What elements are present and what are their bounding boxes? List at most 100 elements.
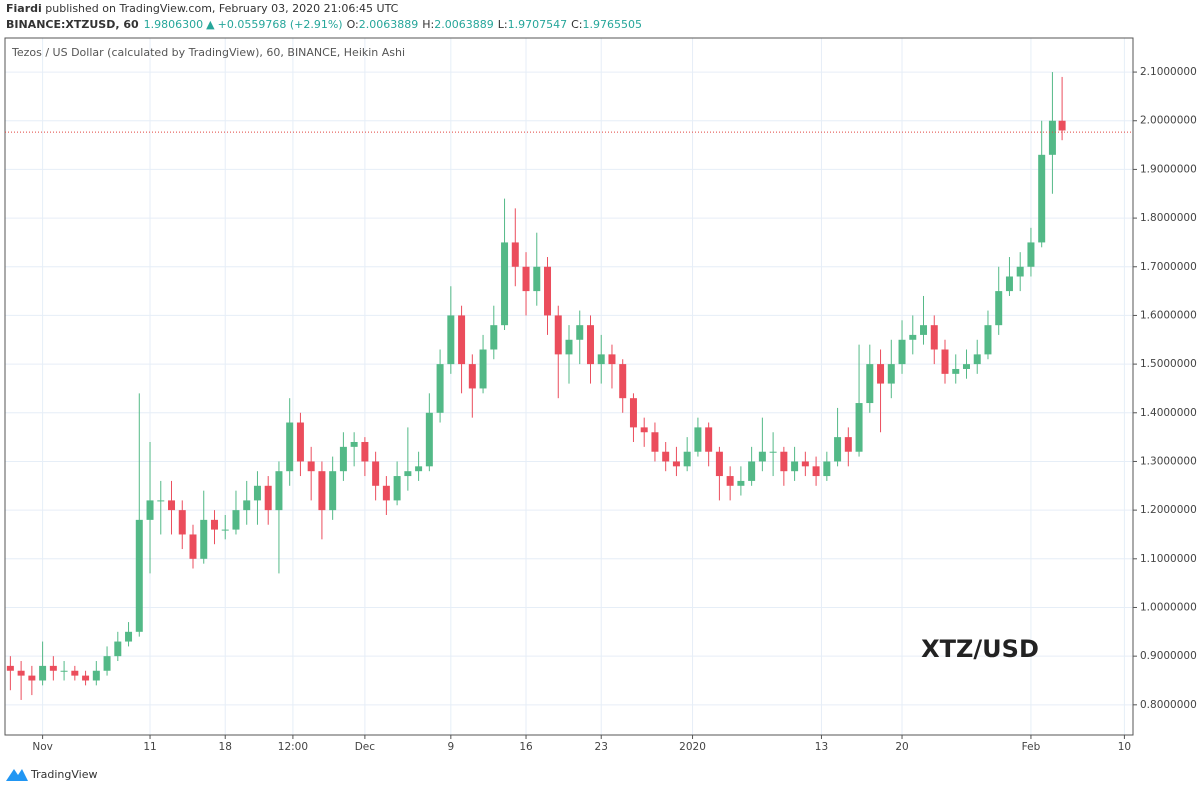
x-tick-label: 23	[595, 741, 608, 753]
candle-body	[425, 412, 433, 467]
candle-body	[350, 441, 358, 447]
y-tick-label: 1.1000000	[1140, 553, 1197, 565]
arrow: ▲	[206, 18, 215, 31]
y-tick-label: 1.2000000	[1140, 504, 1197, 516]
candle-body	[92, 670, 100, 681]
h-value: 2.0063889	[434, 18, 494, 31]
x-tick-label: 20	[895, 741, 908, 753]
y-tick-label: 1.6000000	[1140, 309, 1197, 321]
candle-body	[705, 427, 713, 452]
candle-body	[619, 364, 627, 399]
candle-body	[1005, 276, 1013, 292]
candle-body	[554, 315, 562, 355]
candle-body	[576, 325, 584, 340]
y-tick-label: 1.9000000	[1140, 163, 1197, 175]
x-tick-label: 16	[519, 741, 533, 753]
candle-body	[71, 670, 79, 676]
brand[interactable]: TradingView	[30, 768, 97, 781]
plot-frame	[4, 37, 1134, 736]
x-tick-label: Dec	[355, 741, 376, 753]
candle-body	[436, 364, 444, 413]
candle-body	[511, 242, 519, 267]
candle-body	[909, 334, 917, 340]
candle-body	[855, 403, 863, 452]
candle-body	[146, 500, 154, 520]
y-tick-label: 1.8000000	[1140, 212, 1197, 224]
candle-body	[651, 432, 659, 452]
candle-body	[82, 675, 90, 681]
candle-body	[253, 485, 261, 501]
candle-body	[533, 266, 541, 292]
candle-body	[597, 354, 605, 365]
x-tick-label: 10	[1118, 741, 1131, 753]
candle-body	[866, 364, 874, 404]
y-tick-label: 2.0000000	[1140, 115, 1197, 127]
candle-body	[296, 422, 304, 462]
candle-body	[662, 451, 670, 462]
candle-body	[49, 665, 57, 671]
candle-body	[447, 315, 455, 365]
candle-body	[737, 480, 745, 486]
candle-body	[318, 471, 326, 511]
candle-body	[6, 665, 14, 671]
candle-body	[28, 675, 36, 681]
candle-body	[898, 339, 906, 365]
candle-body	[393, 476, 401, 501]
candle-body	[275, 471, 283, 511]
x-tick-label: 11	[143, 741, 156, 753]
candle-body	[672, 461, 680, 467]
change: +0.0559768 (+2.91%)	[218, 18, 343, 31]
candle-body	[329, 471, 337, 511]
candle-body	[415, 466, 423, 472]
y-tick-label: 1.7000000	[1140, 261, 1197, 273]
candle-body	[780, 451, 788, 472]
publish-line: Fiardi published on TradingView.com, Feb…	[6, 2, 399, 15]
candle-body	[103, 656, 111, 671]
candle-body	[565, 339, 573, 355]
o-value: 2.0063889	[359, 18, 419, 31]
candle-body	[748, 461, 756, 481]
candle-body	[210, 519, 218, 530]
candle-body	[286, 422, 294, 472]
x-tick-label: 13	[815, 741, 828, 753]
candle-body	[221, 529, 229, 531]
candle-body	[823, 461, 831, 477]
candle-body	[361, 441, 369, 462]
candle-body	[769, 451, 777, 453]
x-tick-label: Nov	[32, 741, 53, 753]
x-tick-label: 18	[219, 741, 232, 753]
candle-body	[404, 471, 412, 477]
grid	[5, 38, 1133, 735]
candle-body	[995, 291, 1003, 326]
published: published on TradingView.com, February 0…	[42, 2, 399, 15]
candle-body	[522, 266, 530, 292]
candle-body	[135, 519, 143, 632]
symbol-line: BINANCE:XTZUSD, 60 1.9806300 ▲ +0.0559768 (…	[6, 18, 642, 31]
candle-body	[479, 349, 487, 389]
candle-body	[877, 364, 885, 384]
x-tick-label: Feb	[1022, 741, 1041, 753]
y-tick-label: 1.5000000	[1140, 358, 1197, 370]
candle-body	[200, 519, 208, 559]
candle-body	[952, 368, 960, 374]
candle-body	[468, 364, 476, 389]
candle-body	[586, 325, 594, 365]
candles	[6, 72, 1066, 700]
candle-body	[941, 349, 949, 374]
candle-body	[232, 510, 240, 530]
candle-body	[501, 242, 509, 326]
y-tick-label: 0.9000000	[1140, 650, 1197, 662]
candle-body	[629, 398, 637, 428]
candle-body	[307, 461, 315, 472]
candle-body	[114, 641, 122, 657]
candle-body	[801, 461, 809, 467]
candle-body	[189, 534, 197, 559]
candle-body	[264, 485, 272, 511]
y-tick-label: 1.4000000	[1140, 407, 1197, 419]
symbol: BINANCE:XTZUSD, 60	[6, 18, 139, 31]
candle-body	[339, 446, 347, 472]
candle-body	[715, 451, 723, 477]
candle-body	[984, 325, 992, 355]
candle-body	[758, 451, 766, 462]
